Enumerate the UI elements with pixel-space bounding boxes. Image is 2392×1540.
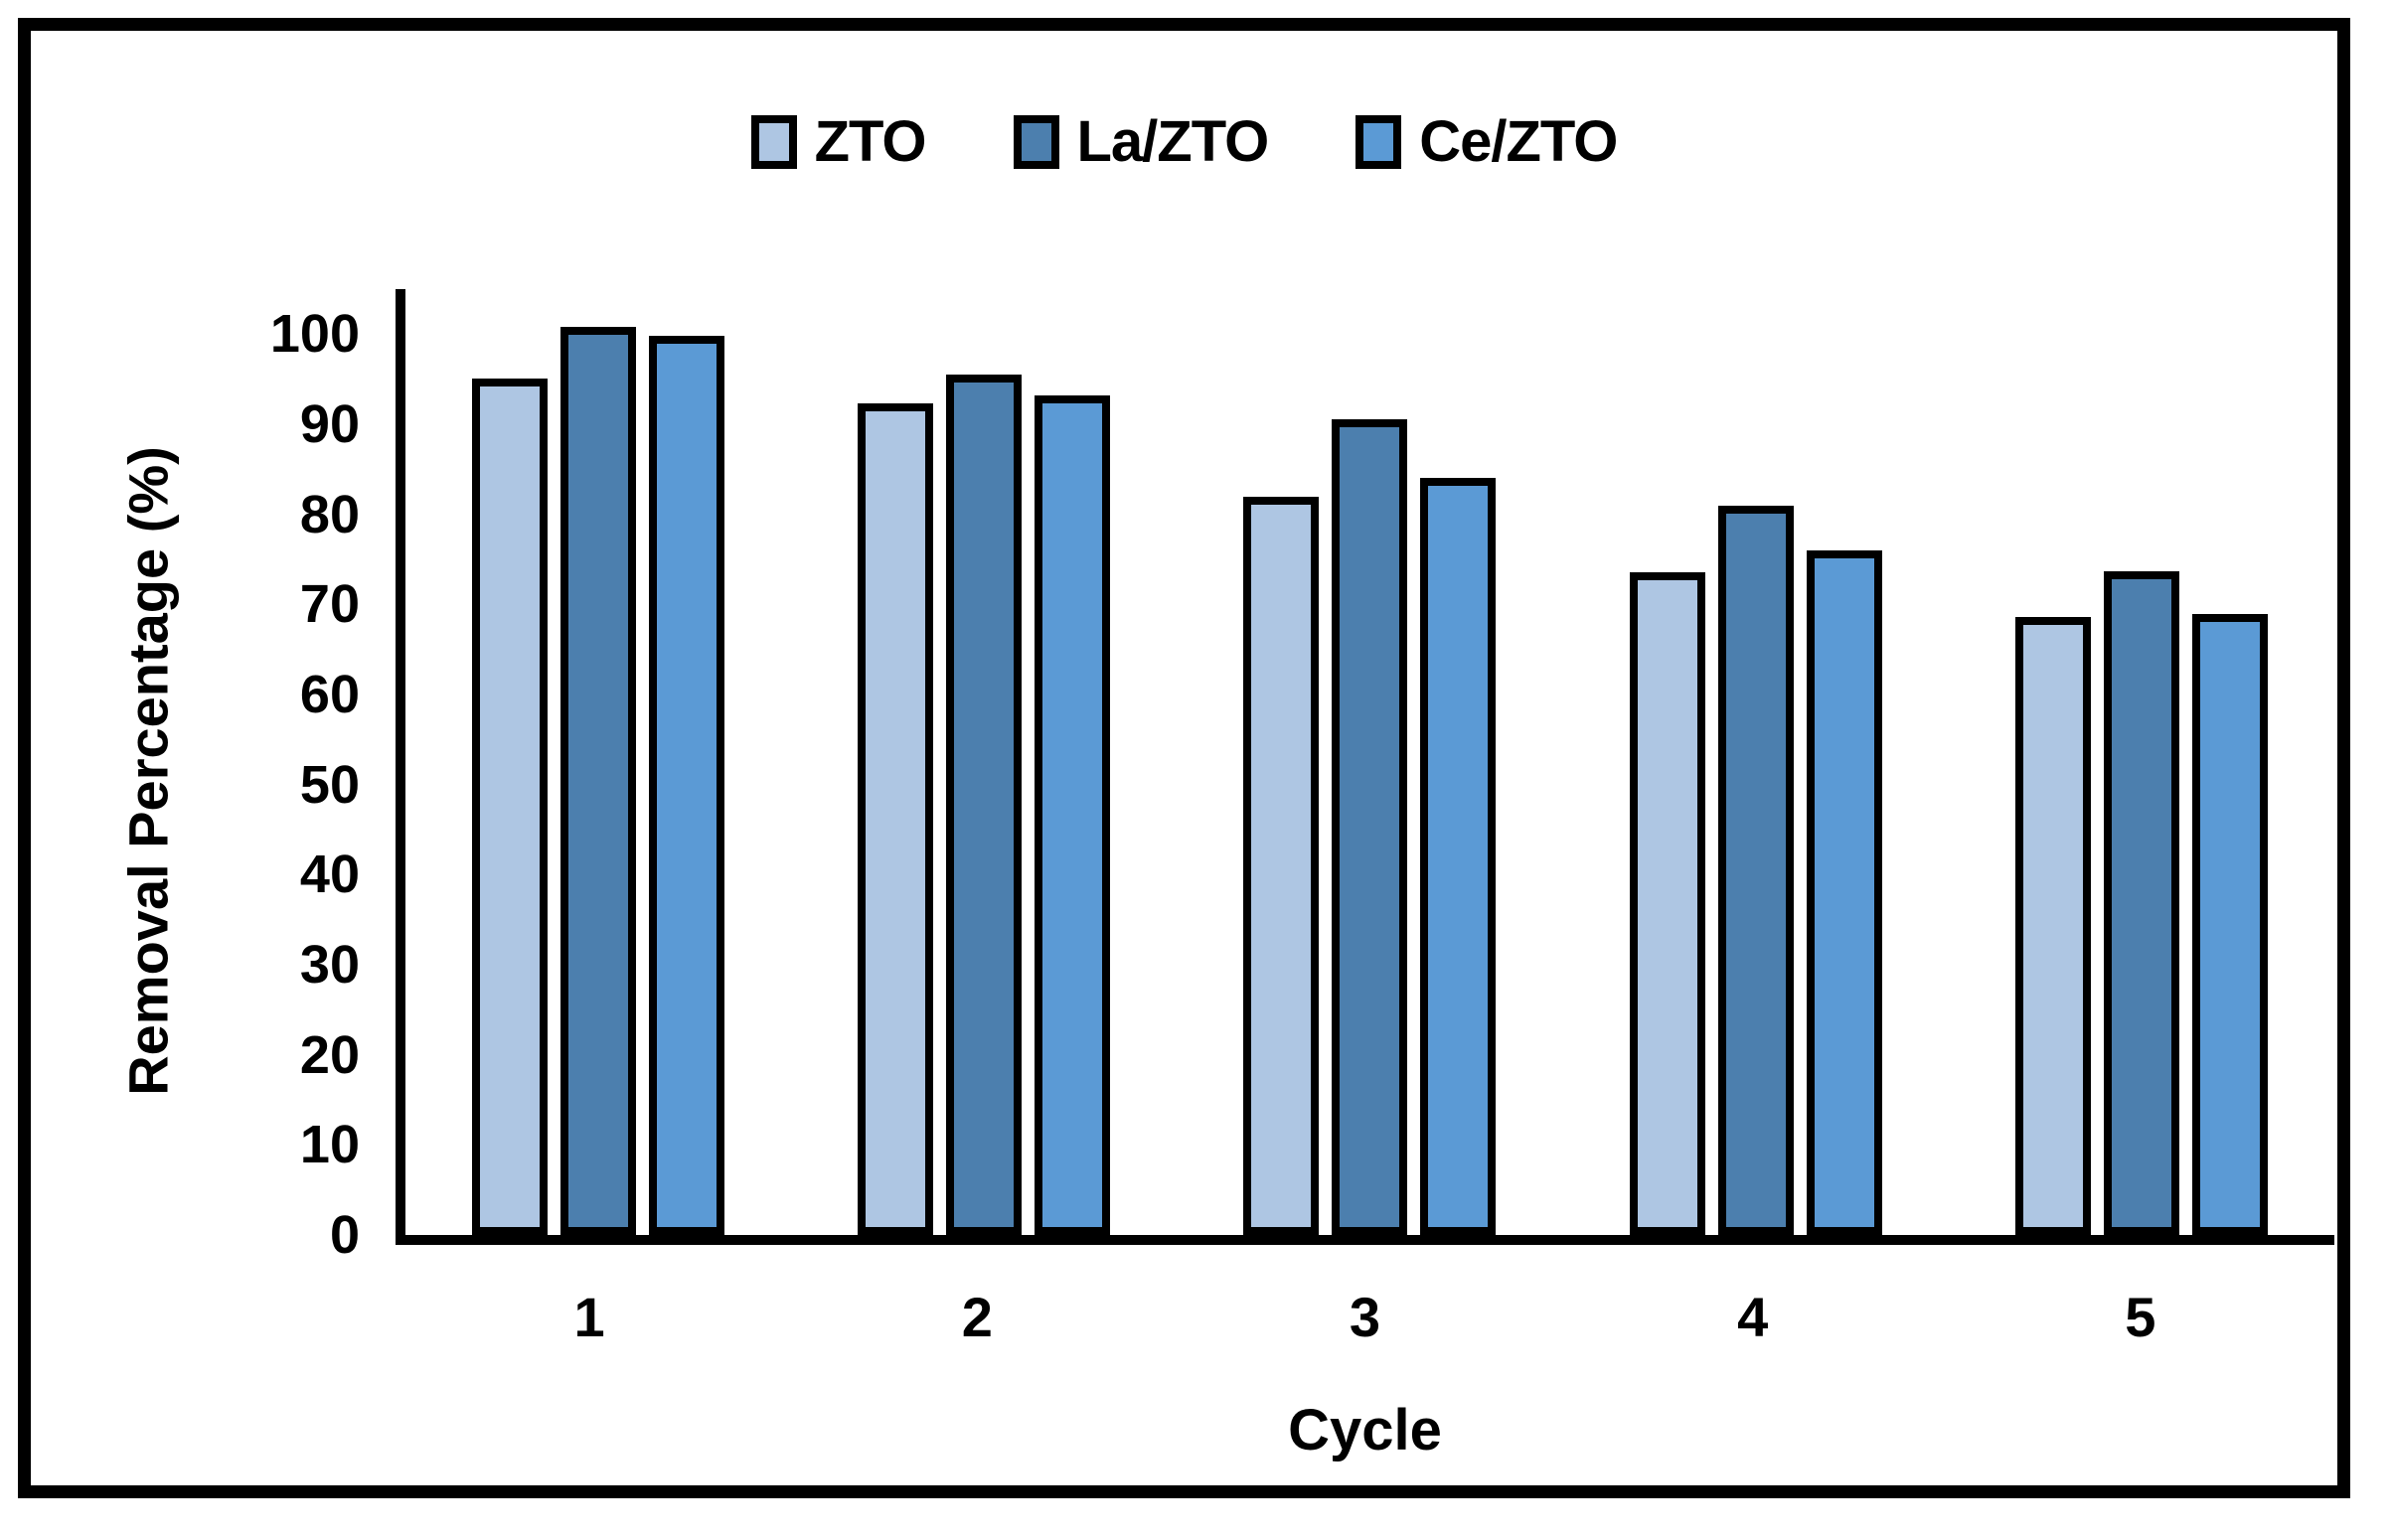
bar-group-cycle-1	[405, 289, 791, 1235]
bar-ce-zto-cycle-2	[1035, 395, 1111, 1235]
y-tick-label-70: 70	[299, 574, 360, 635]
y-tick-label-30: 30	[299, 935, 360, 995]
y-axis-title: Removal Percentage (%)	[116, 446, 180, 1096]
chart-border-frame: ZTO La/ZTO Ce/ZTO Removal Percentage (%) 0…	[18, 18, 2350, 1498]
bar-zto-cycle-5	[2014, 617, 2091, 1235]
legend-item-zto: ZTO	[750, 108, 927, 175]
legend-label-zto: ZTO	[814, 109, 927, 174]
bar-la-zto-cycle-2	[946, 374, 1023, 1235]
x-tick-label-2: 2	[961, 1286, 993, 1348]
y-tick-label-0: 0	[329, 1205, 360, 1265]
legend-label-la-zto: La/ZTO	[1076, 109, 1270, 174]
bar-group-cycle-4	[1563, 289, 1949, 1235]
plot-area: 0 10 20 30 40 50 60 70 80 90 100	[270, 289, 2334, 1262]
chart-legend: ZTO La/ZTO Ce/ZTO	[31, 108, 2337, 175]
x-tick-label-5: 5	[2125, 1286, 2156, 1348]
y-tick-label-60: 60	[299, 665, 360, 724]
y-tick-label-90: 90	[299, 394, 360, 454]
bar-group-cycle-3	[1177, 289, 1562, 1235]
bar-zto-cycle-4	[1629, 572, 1705, 1235]
bar-ce-zto-cycle-1	[649, 335, 725, 1235]
y-tick-label-80: 80	[299, 484, 360, 544]
y-tick-label-100: 100	[269, 304, 360, 365]
y-tick-label-40: 40	[299, 845, 360, 905]
x-tick-label-4: 4	[1737, 1286, 1769, 1348]
bar-ce-zto-cycle-5	[2191, 613, 2268, 1235]
bar-group-cycle-5	[1949, 289, 2334, 1235]
bar-zto-cycle-2	[858, 402, 934, 1235]
bar-ce-zto-cycle-4	[1806, 550, 1882, 1235]
legend-swatch-zto	[750, 114, 797, 169]
x-tick-label-1: 1	[573, 1286, 605, 1348]
y-tick-label-10: 10	[299, 1115, 360, 1175]
bar-group-cycle-2	[791, 289, 1177, 1235]
bar-ce-zto-cycle-3	[1420, 477, 1497, 1235]
bar-zto-cycle-1	[472, 379, 549, 1235]
x-axis-tick-row: 1 2 3 4 5	[396, 1285, 2334, 1349]
bar-la-zto-cycle-1	[560, 327, 637, 1235]
legend-item-ce-zto: Ce/ZTO	[1355, 108, 1618, 175]
legend-item-la-zto: La/ZTO	[1013, 108, 1270, 175]
x-tick-label-3: 3	[1349, 1286, 1381, 1348]
bar-la-zto-cycle-4	[1717, 505, 1794, 1235]
y-tick-label-20: 20	[299, 1024, 360, 1085]
bar-la-zto-cycle-3	[1332, 418, 1408, 1235]
legend-swatch-ce-zto	[1355, 114, 1402, 169]
x-axis-title: Cycle	[1288, 1398, 1442, 1463]
bar-la-zto-cycle-5	[2103, 571, 2179, 1235]
y-tick-label-50: 50	[299, 754, 360, 815]
bar-zto-cycle-3	[1243, 496, 1320, 1235]
legend-label-ce-zto: Ce/ZTO	[1419, 109, 1618, 174]
legend-swatch-la-zto	[1013, 114, 1059, 169]
